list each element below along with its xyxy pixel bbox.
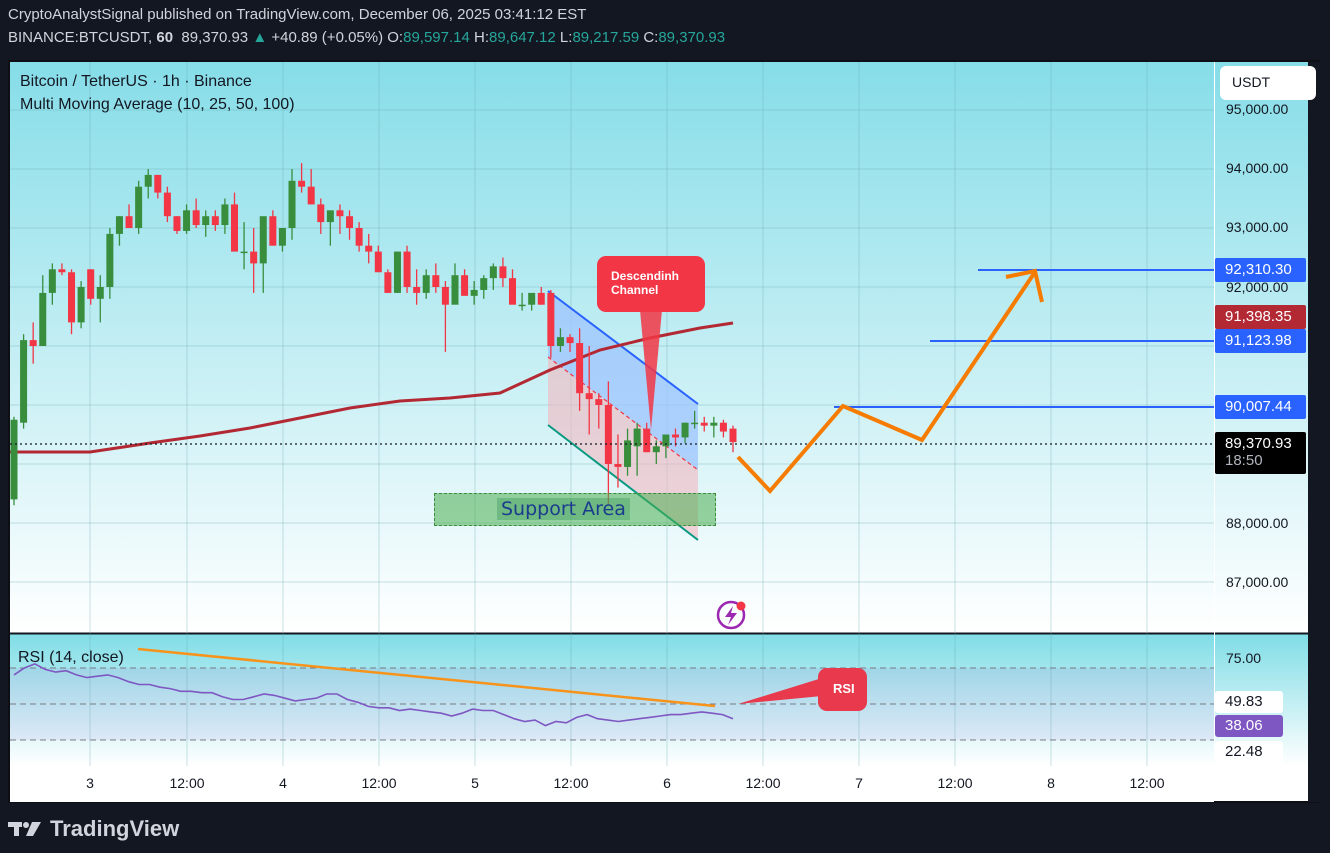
price-tick: 93,000.00	[1226, 219, 1289, 235]
channel-callout-text: Descendinh Channel	[611, 269, 679, 297]
rsi-level-75: 75.00	[1226, 650, 1262, 666]
channel-upper-fill	[548, 291, 698, 470]
ma-price-tag[interactable]: 91,398.35	[1215, 305, 1306, 329]
high-label: H:	[474, 29, 490, 46]
interval: 60	[156, 29, 174, 46]
price-tick: 87,000.00	[1226, 574, 1289, 590]
time-tick: 6	[663, 775, 671, 791]
price-pane[interactable]	[10, 62, 1320, 633]
last-price: 89,370.93	[181, 29, 249, 46]
up-triangle-icon: ▲	[252, 29, 268, 46]
channel-callout-line1: Descendinh	[611, 269, 680, 283]
price-tick: 92,000.00	[1226, 279, 1289, 295]
low-label: L:	[559, 29, 573, 46]
low-value: 89,217.59	[572, 29, 640, 46]
time-tick: 7	[855, 775, 863, 791]
rsi-callout-text: RSI	[833, 681, 855, 696]
symbol-legend[interactable]: Bitcoin / TetherUS · 1h · Binance	[20, 73, 252, 90]
channel-callout-pointer	[640, 310, 662, 430]
channel-callout-box[interactable]	[597, 256, 705, 312]
rsi-level-lines	[10, 667, 1214, 741]
rsi-level-mid: 49.83	[1215, 691, 1283, 713]
bar-countdown: 18:50	[1225, 452, 1263, 469]
time-tick: 8	[1047, 775, 1055, 791]
time-tick: 12:00	[745, 775, 781, 791]
time-tick: 4	[279, 775, 287, 791]
price-tick: 95,000.00	[1226, 101, 1289, 117]
rsi-trendline[interactable]	[137, 647, 716, 708]
projection-path[interactable]	[736, 270, 1037, 494]
indicator-legend[interactable]: Multi Moving Average (10, 25, 50, 100)	[20, 96, 295, 113]
channel-mid-line	[547, 356, 699, 471]
target-2-price-tag[interactable]: 91,123.98	[1215, 329, 1306, 353]
tradingview-logo[interactable]: TradingView	[8, 816, 179, 842]
close-label: C:	[643, 29, 659, 46]
target-1-price-tag[interactable]: 90,007.44	[1215, 395, 1306, 419]
right-edge	[1308, 62, 1320, 802]
symbol: BINANCE:BTCUSDT	[8, 29, 149, 46]
rsi-legend[interactable]: RSI (14, close)	[18, 649, 124, 666]
close-value: 89,370.93	[658, 29, 726, 46]
rsi-callout-pointer	[738, 678, 822, 704]
price-tick: 94,000.00	[1226, 160, 1289, 176]
channel-callout-line2: Channel	[611, 283, 659, 297]
brand-name: TradingView	[50, 816, 180, 841]
candlesticks[interactable]	[10, 163, 737, 506]
rsi-line[interactable]	[13, 663, 734, 727]
price-tick: 88,000.00	[1226, 515, 1289, 531]
currency-selector[interactable]: USDT	[1220, 66, 1316, 100]
time-tick: 12:00	[937, 775, 973, 791]
open-value: 89,597.14	[403, 29, 470, 46]
time-tick: 12:00	[553, 775, 589, 791]
time-tick: 12:00	[361, 775, 397, 791]
channel-top-line[interactable]	[547, 290, 699, 405]
support-area-label: Support Area	[497, 498, 630, 520]
last-price-value: 89,370.93	[1225, 435, 1292, 452]
rsi-current-tag[interactable]: 38.06	[1215, 715, 1283, 737]
moving-average-line[interactable]	[10, 321, 734, 454]
target-3-price-tag[interactable]: 92,310.30	[1215, 258, 1306, 282]
projection-arrowhead-icon	[1005, 268, 1044, 303]
time-tick: 12:00	[1129, 775, 1165, 791]
support-area-zone[interactable]: Support Area	[434, 493, 716, 526]
last-price-tag[interactable]: 89,370.93 18:50	[1215, 432, 1306, 474]
time-axis[interactable]	[10, 766, 1214, 802]
tradingview-logo-icon	[8, 822, 41, 836]
rsi-level-low: 22.48	[1215, 741, 1283, 763]
high-value: 89,647.12	[489, 29, 556, 46]
time-tick: 3	[86, 775, 94, 791]
price-change: +40.89 (+0.05%)	[271, 29, 384, 46]
publish-info: CryptoAnalystSignal published on Trading…	[8, 6, 587, 23]
lightning-alert-icon[interactable]	[716, 600, 746, 630]
time-tick: 12:00	[169, 775, 205, 791]
open-label: O:	[387, 29, 404, 46]
grid	[10, 62, 1214, 766]
symbol-info: BINANCE:BTCUSDT, 60 89,370.93 ▲ +40.89 (…	[8, 29, 726, 46]
time-tick: 5	[471, 775, 479, 791]
rsi-callout-box[interactable]	[818, 668, 867, 711]
